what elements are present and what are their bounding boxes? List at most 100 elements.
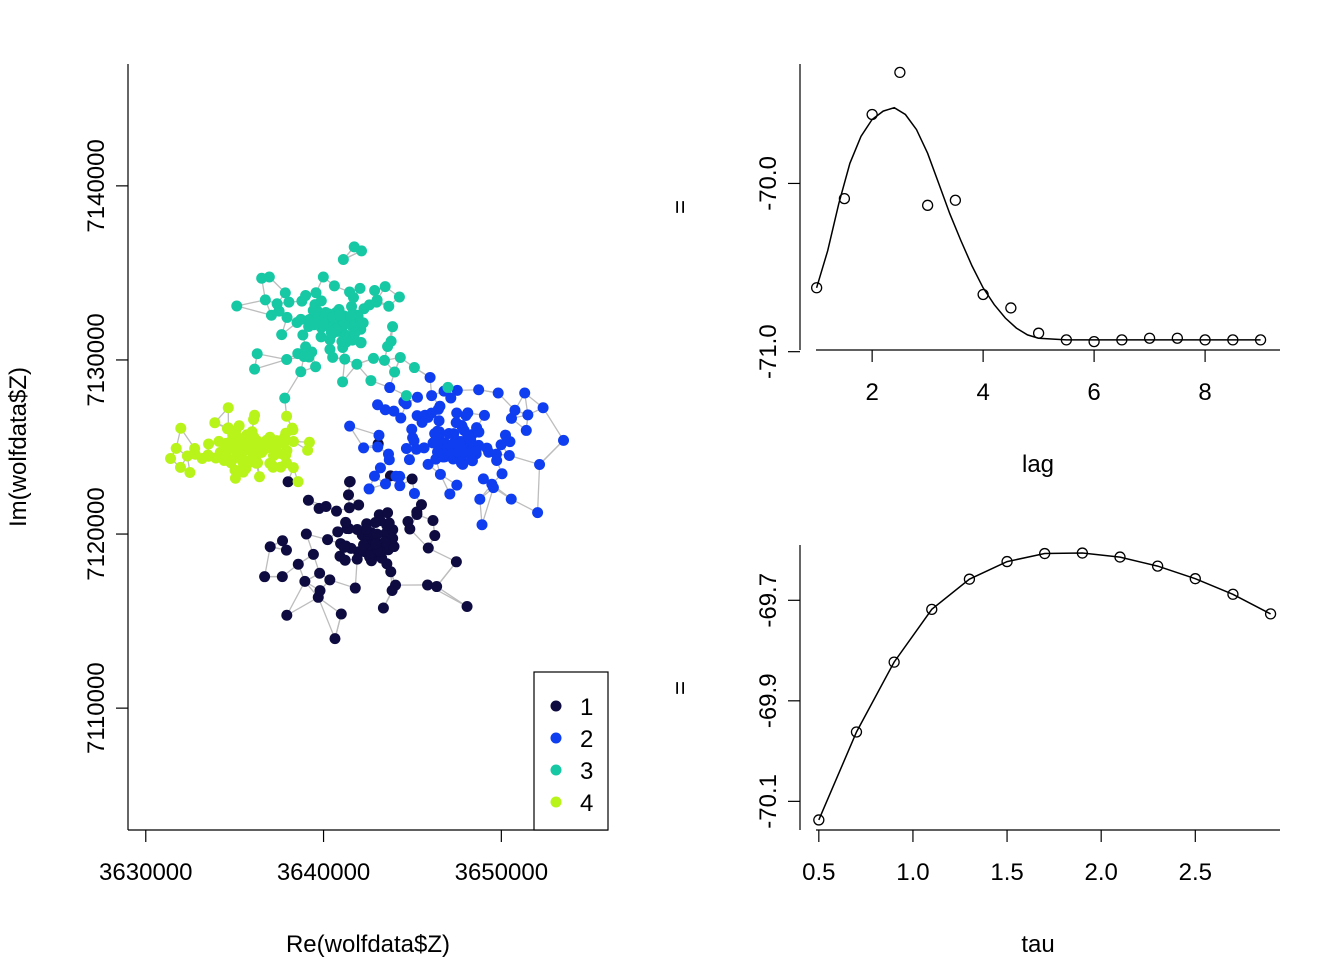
y-axis-label: Im(wolfdata$Z): [5, 367, 32, 527]
network-node: [281, 354, 293, 366]
network-edge: [317, 597, 336, 639]
network-node: [221, 445, 233, 457]
scatter-y-tick-label: 7120000: [83, 487, 110, 580]
tau-point: [1001, 555, 1013, 568]
network-node: [349, 582, 361, 594]
network-node: [277, 535, 289, 547]
lag-point: [1143, 332, 1156, 344]
lag-point: [1060, 334, 1073, 346]
network-node: [342, 489, 354, 501]
tau-point: [963, 573, 976, 585]
network-node: [354, 282, 366, 294]
network-node: [307, 548, 319, 560]
tau-x-axis-label: tau: [1021, 931, 1054, 958]
network-node: [434, 468, 446, 480]
network-node: [351, 358, 363, 370]
network-node: [317, 271, 329, 283]
lag-x-tick-label: 4: [976, 379, 989, 406]
network-node: [310, 287, 322, 299]
network-node: [251, 348, 263, 360]
scatter-y-tick-label: 7110000: [83, 662, 110, 754]
network-node: [296, 295, 308, 307]
lag-marker-label: =: [667, 200, 694, 214]
network-node: [487, 482, 499, 494]
lag-point: [977, 288, 989, 301]
tau-points: [813, 547, 1277, 826]
network-node: [495, 439, 507, 451]
tau-point: [1114, 551, 1126, 563]
network-node: [344, 420, 356, 432]
network-node: [351, 523, 363, 535]
network-node: [281, 311, 293, 323]
network-node: [400, 390, 412, 402]
network-node: [382, 507, 394, 519]
network-node: [367, 352, 379, 364]
lag-point: [866, 108, 878, 121]
network-node: [383, 454, 395, 466]
network-node: [483, 446, 495, 458]
network-node: [393, 291, 405, 303]
network-node: [331, 505, 343, 517]
network-node: [369, 285, 381, 297]
lag-point: [838, 192, 851, 205]
network-node: [224, 437, 236, 449]
network-node: [281, 410, 293, 422]
network-node: [505, 493, 517, 505]
network-node: [382, 341, 394, 353]
network-node: [395, 412, 407, 424]
network-node: [328, 280, 340, 292]
network-node: [242, 435, 254, 447]
network-node: [279, 392, 291, 404]
tau-point: [1189, 573, 1201, 585]
lag-y-tick-label: -70.0: [755, 156, 782, 211]
tau-point: [1039, 547, 1051, 560]
network-node: [295, 313, 307, 325]
network-node: [339, 353, 351, 365]
lag-point: [1227, 334, 1239, 346]
network-node: [264, 541, 276, 553]
lag-point: [1171, 332, 1183, 344]
network-node: [248, 414, 260, 426]
network-node: [365, 375, 377, 387]
network-node: [371, 294, 383, 306]
network-node: [408, 362, 420, 374]
network-node: [259, 571, 271, 583]
network-node: [264, 457, 276, 469]
network-node: [451, 407, 463, 419]
network-node: [520, 424, 532, 436]
network-node: [297, 329, 309, 341]
tau-x-tick-label: 1.5: [990, 859, 1023, 886]
network-node: [433, 415, 445, 427]
network-edge: [539, 439, 564, 465]
lag-panel: 2 4 6 8 -71.0 -70.0 lag =: [667, 64, 1280, 478]
network-node: [383, 300, 395, 312]
network-node: [431, 581, 443, 593]
tau-point: [1076, 547, 1089, 559]
network-node: [310, 361, 322, 373]
tau-panel: 0.5 1.0 1.5 2.0 2.5 -70.1 -69.9 -69.7 tau =: [667, 545, 1280, 958]
network-node: [181, 450, 193, 462]
network-nodes: [165, 241, 570, 645]
network-node: [209, 417, 221, 429]
network-node: [351, 553, 363, 565]
network-node: [474, 493, 486, 505]
network-node: [456, 456, 468, 468]
network-node: [465, 435, 477, 447]
scatter-y-tick-label: 7130000: [83, 313, 110, 406]
network-node: [429, 530, 441, 542]
network-node: [234, 444, 246, 456]
network-node: [499, 429, 511, 441]
network-node: [300, 341, 312, 353]
network-edge: [236, 305, 272, 316]
network-node: [222, 402, 234, 414]
network-node: [287, 435, 299, 447]
network-node: [448, 428, 460, 440]
network-node: [300, 528, 312, 540]
network-edge: [481, 487, 495, 525]
network-node: [256, 272, 268, 284]
network-node: [334, 309, 346, 321]
network-node: [165, 452, 177, 464]
network-node: [231, 300, 243, 312]
network-node: [276, 329, 288, 341]
tau-point: [813, 814, 825, 826]
